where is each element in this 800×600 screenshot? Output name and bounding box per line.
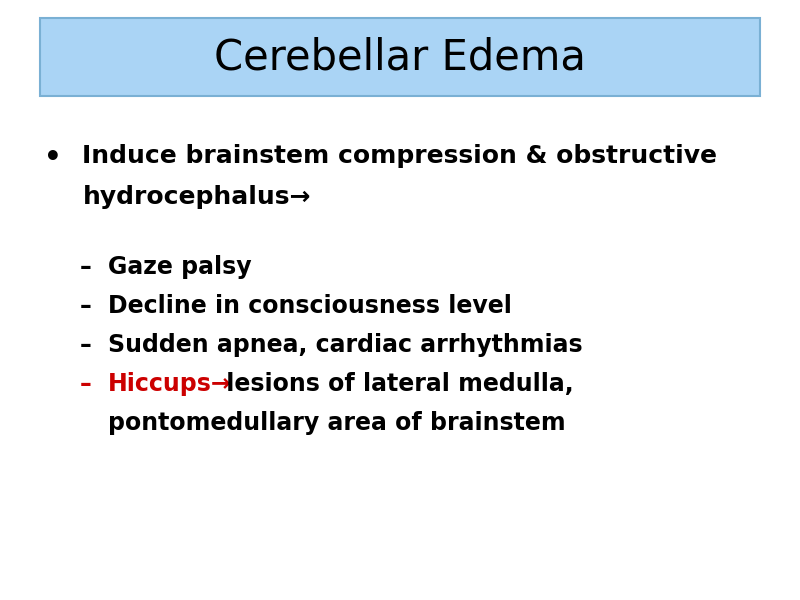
Text: pontomedullary area of brainstem: pontomedullary area of brainstem <box>108 411 566 435</box>
Text: Induce brainstem compression & obstructive: Induce brainstem compression & obstructi… <box>82 144 718 168</box>
Text: •: • <box>44 144 62 172</box>
Text: Decline in consciousness level: Decline in consciousness level <box>108 294 512 318</box>
Text: –: – <box>80 372 92 396</box>
FancyBboxPatch shape <box>40 18 760 96</box>
Text: –: – <box>80 294 92 318</box>
Text: –: – <box>80 255 92 279</box>
Text: lesions of lateral medulla,: lesions of lateral medulla, <box>218 372 574 396</box>
Text: Hiccups→: Hiccups→ <box>108 372 232 396</box>
Text: Cerebellar Edema: Cerebellar Edema <box>214 36 586 78</box>
Text: hydrocephalus→: hydrocephalus→ <box>82 185 311 209</box>
Text: –: – <box>80 333 92 357</box>
Text: Gaze palsy: Gaze palsy <box>108 255 252 279</box>
Text: Sudden apnea, cardiac arrhythmias: Sudden apnea, cardiac arrhythmias <box>108 333 582 357</box>
